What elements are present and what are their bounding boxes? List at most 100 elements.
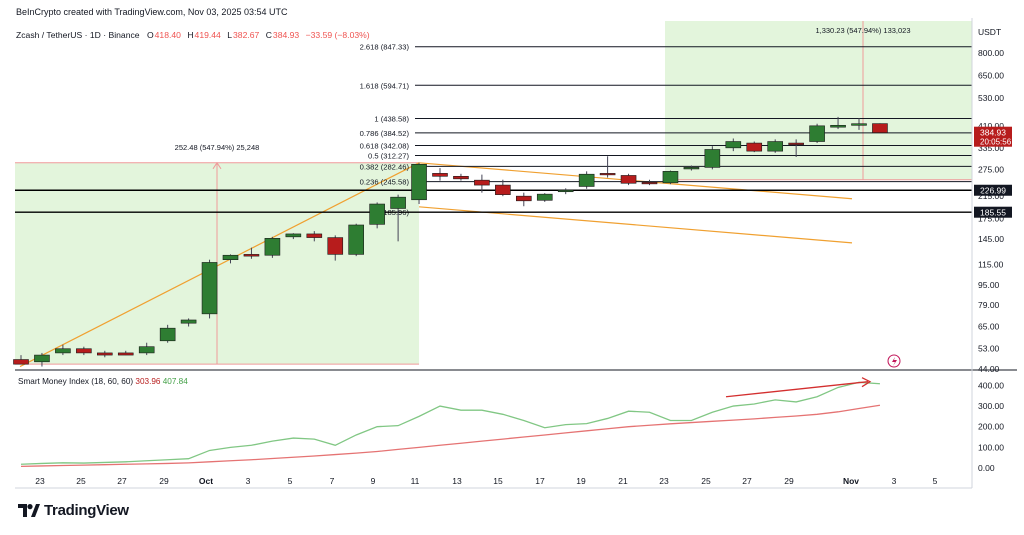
time-tick-label: 25 [76,476,86,486]
time-tick-label: 13 [452,476,462,486]
candle-down [243,254,260,257]
tradingview-logo: TradingView [18,502,129,519]
countdown-label: 20:05:56 [980,138,1012,147]
candle-up [222,254,239,260]
price-tick-label: 44.00 [978,364,1000,374]
open-label: O [146,30,154,40]
indicator-value-signal: 303.96 [135,377,162,386]
candle-down [641,182,658,185]
open-value: 418.40 [154,30,181,40]
candle-down [97,352,113,356]
time-tick-label: 27 [742,476,752,486]
price-tick-label: 800.00 [978,48,1004,58]
candle-up [369,203,385,225]
candle-down [306,233,323,238]
time-tick-label: 15 [493,476,503,486]
candle-down [620,175,637,184]
time-tick-label: 7 [330,476,335,486]
candle-up [34,354,50,363]
candle-up [159,327,176,342]
chart-credit: BeInCrypto created with TradingView.com,… [16,7,288,17]
candle-up [704,149,721,168]
candle-up [557,189,574,193]
indicator-value-smi: 407.84 [163,377,188,386]
candle-down [788,142,804,145]
candle-up [578,173,595,187]
candle-down [515,195,532,202]
support-price-label: 226.99 [980,186,1006,196]
time-tick-label: 23 [35,476,45,486]
indicator-tick-label: 300.00 [978,401,1004,411]
change-value: −33.59 (−8.03%) [305,30,370,40]
lightning-bolt-icon [892,357,897,366]
price-tick-label: 215.00 [978,191,1004,201]
time-tick-label: 29 [159,476,169,486]
indicator-tick-label: 100.00 [978,442,1004,452]
candle-down [746,142,763,152]
rising-trendline [19,162,420,368]
candle-up [411,164,427,201]
price-tick-label: 275.00 [978,164,1004,174]
symbol-info: Zcash / TetherUS · 1D · Binance O418.40 … [16,30,374,40]
candle-down [432,173,448,177]
candle-up [725,141,742,149]
fib-level-label: 0.382 (282.46) [360,162,410,171]
candle-up [390,196,406,209]
candle-up [830,124,846,128]
fib-level-label: 0.5 (312.27) [368,151,409,160]
price-tick-label: 335.00 [978,143,1004,153]
time-tick-label: 11 [411,476,420,486]
time-tick-label: 5 [288,476,293,486]
divergence-arrowhead [861,377,872,388]
indicator-tick-label: 200.00 [978,422,1004,432]
candle-down [872,123,888,134]
fib-level-label: 2.618 (847.33) [360,43,410,52]
indicator-tick-label: 400.00 [978,380,1004,390]
indicator-tick-label: 0.00 [978,463,995,473]
time-tick-label: 3 [892,476,897,486]
price-tick-label: 530.00 [978,93,1004,103]
candle-up [851,123,867,126]
candle-up [767,141,784,152]
fib-level-label: 0.236 (245.58) [360,178,410,187]
candle-up [809,125,825,142]
price-tick-label: 115.00 [978,259,1004,269]
price-tick-label: 145.00 [978,234,1004,244]
currency-label: USDT [978,27,1001,37]
candle-down [453,175,469,180]
measure-label-right: 1,330.23 (547.94%) 133,023 [815,26,910,35]
time-tick-label: 21 [618,476,628,486]
candle-down [474,179,490,186]
divergence-arrow [725,381,869,398]
candle-up [138,346,155,354]
candle-up [285,233,302,238]
candle-up [536,193,553,201]
time-tick-label: 25 [701,476,711,486]
time-tick-label: 3 [246,476,251,486]
candle-up [264,238,281,256]
price-tick-label: 410.00 [978,121,1004,131]
price-tick-label: 79.00 [978,300,1000,310]
candle-down [76,348,92,354]
smi-line [20,381,880,465]
tradingview-logo-text: TradingView [44,502,129,519]
candle-down [117,352,134,356]
time-tick-label: 9 [371,476,376,486]
fib-level-label: 0.618 (342.08) [360,142,410,151]
smi-signal-line [20,404,881,467]
time-tick-label: 23 [659,476,669,486]
close-value: 384.93 [272,30,300,40]
candle-up [662,171,679,184]
low-value: 382.67 [233,30,260,40]
candle-up [180,319,197,324]
candle-up [55,348,71,354]
candle-up [201,262,218,315]
support-price-tag [974,206,1012,218]
price-tick-label: 95.00 [978,280,1000,290]
measure-label-left: 252.48 (547.94%) 25,248 [175,143,260,152]
fib-level-label: 0.786 (384.52) [360,129,410,138]
last-price-label: 384.93 [980,128,1006,138]
time-tick-label: 29 [784,476,794,486]
candle-down [599,173,616,176]
